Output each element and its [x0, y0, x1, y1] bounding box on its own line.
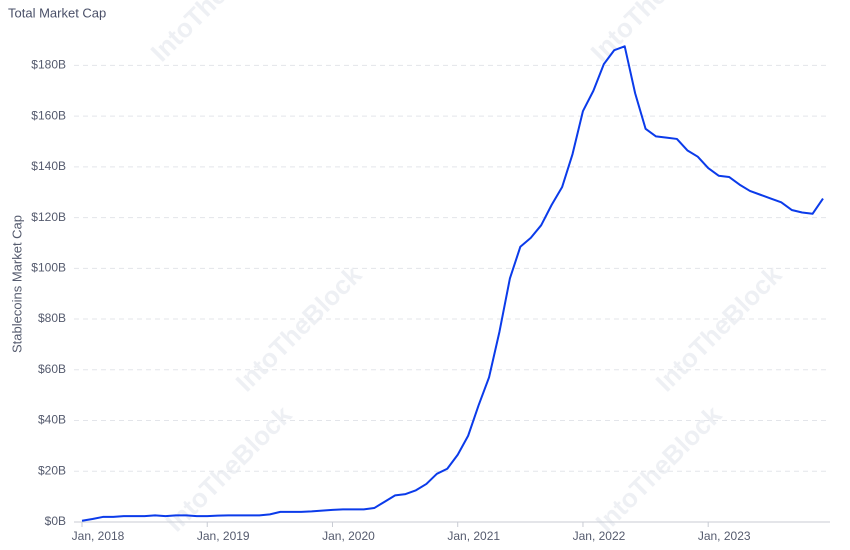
- x-tick-label: Jan, 2022: [573, 529, 626, 543]
- x-tick-label: Jan, 2021: [447, 529, 500, 543]
- watermark: IntoTheBlock: [585, 0, 723, 67]
- watermark: IntoTheBlock: [160, 399, 298, 537]
- series-line: [81, 45, 824, 522]
- y-tick-label: $100B: [31, 260, 66, 274]
- y-tick-label: $160B: [31, 108, 66, 122]
- x-tick-label: Jan, 2023: [698, 529, 751, 543]
- y-tick-label: $0B: [45, 514, 66, 528]
- watermark: IntoTheBlock: [145, 0, 283, 67]
- y-tick-label: $120B: [31, 210, 66, 224]
- x-tick-label: Jan, 2018: [72, 529, 125, 543]
- y-tick-label: $140B: [31, 159, 66, 173]
- y-tick-label: $20B: [38, 463, 66, 477]
- x-tick-label: Jan, 2019: [197, 529, 250, 543]
- y-axis-title: Stablecoins Market Cap: [9, 215, 24, 353]
- x-tick-label: Jan, 2020: [322, 529, 375, 543]
- watermark: IntoTheBlock: [230, 259, 368, 397]
- y-tick-label: $60B: [38, 362, 66, 376]
- watermark: IntoTheBlock: [650, 259, 788, 397]
- y-tick-label: $180B: [31, 58, 66, 72]
- y-tick-label: $80B: [38, 311, 66, 325]
- chart-title: Total Market Cap: [8, 5, 106, 20]
- watermark: IntoTheBlock: [590, 399, 728, 537]
- y-tick-label: $40B: [38, 413, 66, 427]
